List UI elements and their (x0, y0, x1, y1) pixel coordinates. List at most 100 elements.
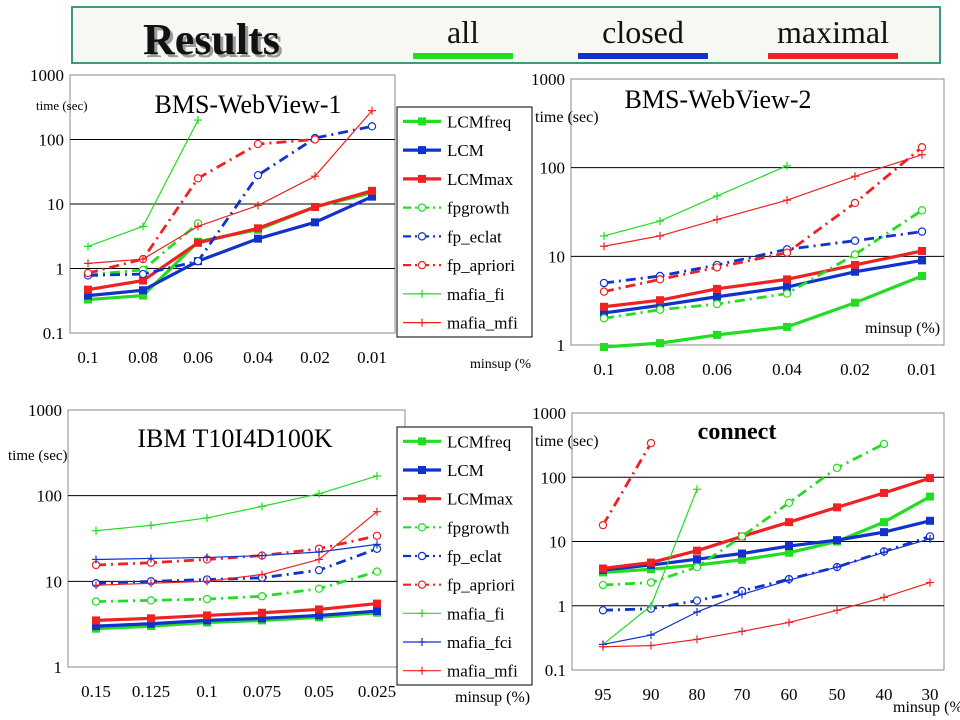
key-maximal: maximal (768, 14, 898, 59)
key-maximal-swatch (768, 53, 898, 59)
data-point (851, 298, 859, 307)
data-point (785, 518, 793, 527)
data-point (138, 269, 148, 279)
key-all-swatch (413, 53, 513, 59)
data-point (194, 116, 202, 125)
data-point (880, 593, 888, 602)
data-point (693, 555, 701, 564)
data-point (139, 276, 147, 285)
data-point (84, 291, 92, 300)
data-point (783, 283, 791, 292)
series-line (601, 442, 653, 526)
legend-label: LCMmax (447, 170, 514, 189)
y-axis-label: time (sec) (36, 98, 88, 113)
data-point (712, 263, 722, 272)
x-tick-label: 0.02 (840, 360, 870, 379)
data-point (203, 577, 211, 586)
x-tick-label: 0.05 (304, 682, 334, 701)
data-point (712, 299, 722, 309)
data-point (785, 618, 793, 627)
legend-marker (417, 260, 427, 270)
data-point (203, 553, 211, 562)
legend-item: LCM (403, 461, 484, 480)
data-point (692, 562, 702, 572)
series-line (603, 209, 923, 320)
data-point (139, 255, 147, 264)
x-tick-label: 0.15 (81, 682, 111, 701)
series-line (87, 189, 373, 292)
x-axis-label: minsup (% (470, 357, 531, 372)
series-lcm (92, 607, 381, 631)
legend-label: fpgrowth (447, 518, 510, 537)
x-axis-label: minsup (%) (455, 689, 530, 706)
legend-label: fp_apriori (447, 576, 515, 595)
data-point (917, 227, 927, 236)
data-point (832, 463, 842, 473)
chart-ibm-t10i4d100k: 1 10 100 1000 0.15 0.125 0.1 0.075 0.05 0.025 IBM … (8, 401, 533, 706)
series-line (603, 258, 923, 315)
y-tick-label: 10 (548, 247, 565, 266)
data-point (203, 611, 211, 620)
data-point (84, 285, 92, 294)
data-point (918, 256, 926, 265)
chart-title: connect (698, 419, 777, 445)
series-line (603, 274, 923, 349)
series-line (602, 495, 931, 575)
legend-box (396, 106, 533, 338)
series-line (87, 195, 373, 298)
data-point (656, 339, 664, 348)
data-point (146, 596, 156, 605)
x-tick-label: 0.025 (358, 682, 396, 701)
y-axis-label: time (sec) (535, 109, 599, 126)
data-point (311, 172, 319, 181)
results-header: Results all closed maximal (71, 6, 941, 64)
x-tick-label: 0.06 (702, 360, 732, 379)
legend: LCMfreq LCM LCMmax fpgrowth fp_eclat fp_aprio… (396, 106, 533, 338)
series-line (95, 511, 378, 586)
y-tick-label: 10 (45, 572, 62, 591)
data-point (782, 248, 792, 257)
y-tick-label: 100 (37, 487, 63, 506)
data-point (254, 201, 262, 210)
y-tick-label: 0.1 (43, 324, 64, 343)
data-point (647, 601, 655, 610)
data-point (193, 256, 203, 266)
data-point (647, 631, 655, 640)
data-point (84, 242, 92, 251)
data-point (833, 536, 841, 545)
data-point (833, 503, 841, 512)
data-point (83, 268, 93, 278)
data-point (311, 218, 319, 227)
series-mafia-fi (92, 471, 381, 535)
legend-marker (418, 437, 426, 446)
series-fp-apriori (598, 438, 656, 530)
data-point (147, 619, 155, 628)
legend-marker (417, 551, 427, 561)
legend-item: LCMmax (403, 170, 514, 189)
series-line (95, 547, 378, 585)
legend-marker (417, 232, 427, 241)
x-tick-label: 90 (643, 685, 660, 704)
series-line (95, 534, 378, 567)
chart-bms-webview-2: 1 10 100 1000 0.1 0.08 0.06 0.04 0.02 0.01 BMS-Web… (531, 70, 945, 379)
x-tick-label: 80 (689, 685, 706, 704)
chart-title: BMS-WebView-2 (625, 85, 812, 114)
series-line (95, 609, 378, 628)
x-tick-label: 0.125 (132, 682, 170, 701)
x-tick-label: 0.1 (196, 682, 217, 701)
series-line (603, 230, 923, 285)
series-lcmfreq (600, 272, 926, 351)
data-point (310, 135, 320, 144)
key-closed-swatch (578, 53, 708, 59)
data-point (84, 259, 92, 268)
x-tick-label: 60 (781, 685, 798, 704)
legend-marker (418, 494, 426, 503)
data-point (373, 471, 381, 480)
data-point (713, 215, 721, 224)
series-line (95, 601, 378, 622)
key-closed: closed (578, 14, 708, 59)
data-point (713, 191, 721, 200)
legend: LCMfreq LCM LCMmax fpgrowth fp_eclat fp_aprio… (396, 426, 533, 686)
x-axis-label: minsup (%) (893, 699, 960, 716)
data-point (851, 172, 859, 181)
